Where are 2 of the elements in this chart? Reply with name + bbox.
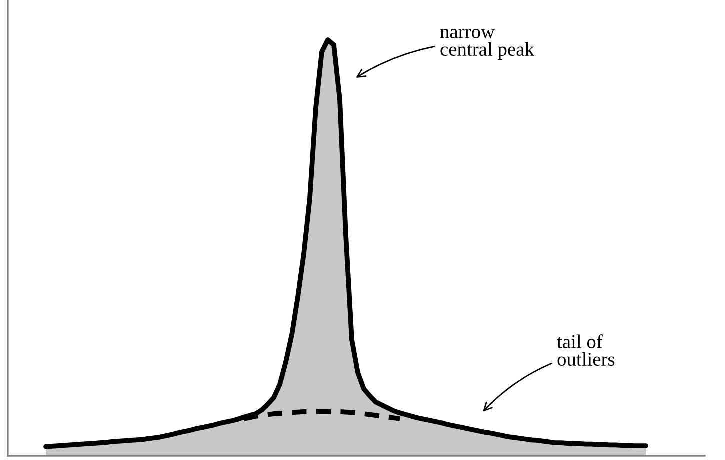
annotation: tail of outliers xyxy=(557,334,615,366)
annotation: narrow central peak xyxy=(440,29,534,60)
